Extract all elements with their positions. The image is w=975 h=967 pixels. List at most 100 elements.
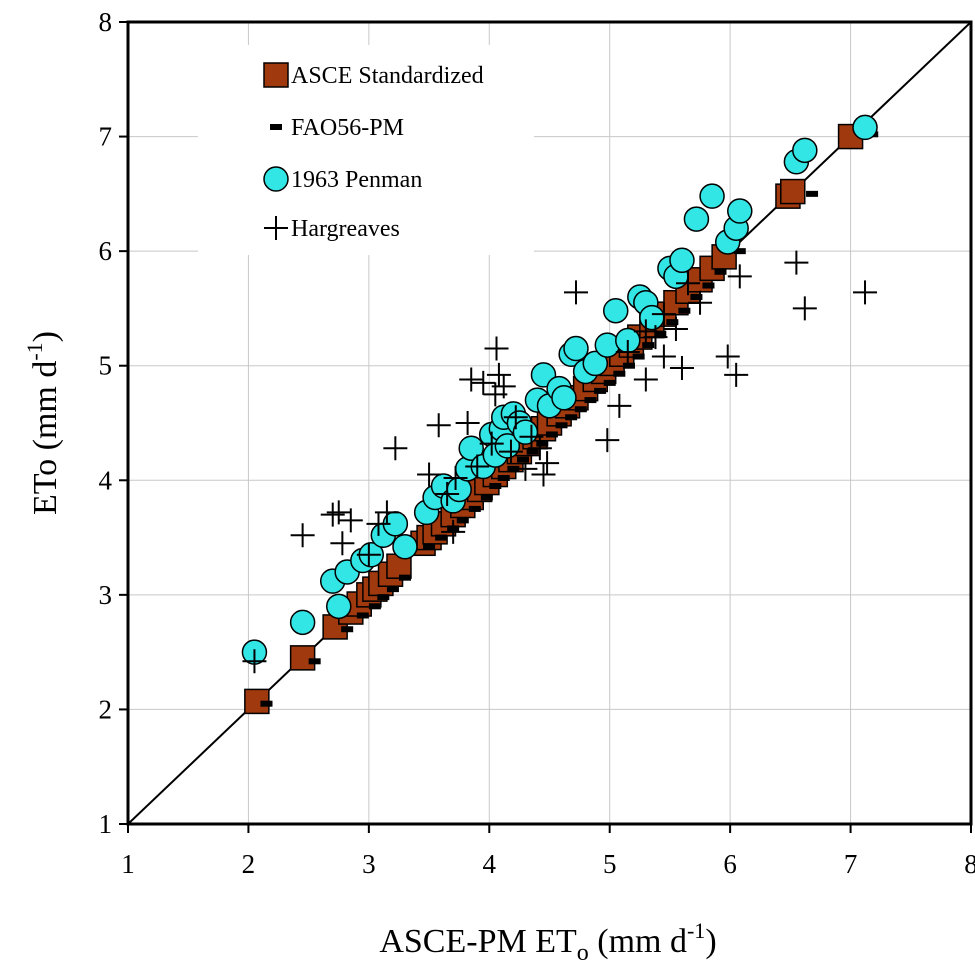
point-fao56-pm [806,190,819,197]
legend-label-fao56-pm: FAO56-PM [291,115,404,141]
x-axis-title: ASCE-PM ETo (mm d-1) [379,918,716,966]
point-fao56-pm [702,282,715,289]
y-tick-label: 4 [99,465,113,495]
point-hargreaves [669,356,694,381]
point-1963-penman [289,609,316,636]
point-fao56-pm [435,534,448,541]
point-1963-penman [699,183,725,209]
legend-marker-hargreaves [264,216,288,240]
point-1963-penman [602,297,629,324]
point-fao56-pm [368,603,381,610]
point-hargreaves [459,367,484,392]
point-fao56-pm [497,474,510,481]
legend-label-1963-penman: 1963 Penman [291,167,422,193]
point-fao56-pm [377,594,390,601]
plot-frame [126,20,973,826]
point-hargreaves [651,344,676,369]
point-fao56-pm [622,362,635,369]
point-hargreaves [356,542,381,567]
point-1963-penman [392,533,418,560]
point-fao56-pm [584,397,597,404]
point-hargreaves [338,508,363,533]
point-fao56-pm [308,658,321,665]
point-hargreaves [479,431,504,456]
point-hargreaves [417,462,442,487]
point-1963-penman [512,419,539,445]
point-hargreaves [513,456,538,481]
point-hargreaves [651,302,676,327]
point-1963-penman [326,593,352,620]
point-fao56-pm [356,612,369,619]
legend-background [198,45,534,255]
point-hargreaves [498,439,523,464]
point-fao56-pm [386,586,399,593]
point-fao56-pm [456,517,469,524]
point-fao56-pm [423,543,436,550]
point-fao56-pm [565,414,578,421]
x-tick-label: 8 [964,849,975,879]
point-fao56-pm [526,448,539,455]
point-hargreaves [383,436,408,461]
point-fao56-pm [733,248,746,255]
point-fao56-pm [341,626,354,633]
point-hargreaves [727,264,752,289]
point-hargreaves [435,482,460,507]
point-fao56-pm [594,387,607,394]
point-fao56-pm [507,465,520,472]
x-tick-label: 3 [362,849,376,879]
point-fao56-pm [260,700,273,707]
point-fao56-pm [517,456,530,463]
point-fao56-pm [574,406,587,413]
x-tick-label: 1 [121,849,135,879]
legend-label-asce-standardized: ASCE Standardized [291,63,484,89]
point-fao56-pm [690,293,703,300]
point-hargreaves [486,362,511,387]
point-fao56-pm [468,505,481,512]
point-hargreaves [426,413,451,438]
point-hargreaves [688,290,713,315]
x-tick-labels: 1 2 3 4 5 6 7 8 [121,849,975,879]
y-tick-labels: 1 2 3 4 5 6 7 8 [99,7,113,839]
point-hargreaves [563,280,588,305]
point-hargreaves [465,454,490,479]
point-asce-standardized [289,645,316,671]
point-hargreaves [242,649,267,674]
y-axis-title: ETo (mm d-1) [22,331,64,515]
point-hargreaves [784,250,809,275]
point-hargreaves [320,502,345,527]
legend: ASCE Standardized FAO56-PM 1963 Penman Harg… [198,45,534,255]
point-1963-penman [727,198,753,224]
point-hargreaves [715,344,740,369]
y-tick-label: 5 [99,351,113,381]
point-asce-standardized [780,178,806,205]
y-tick-label: 1 [99,809,113,839]
y-tick-label: 6 [99,236,113,266]
x-tick-label: 7 [844,849,858,879]
point-hargreaves [471,370,496,395]
legend-marker-1963-penman [263,166,289,192]
point-hargreaves [792,296,817,321]
point-fao56-pm [654,330,667,337]
point-fao56-pm [603,379,616,386]
point-hargreaves [491,374,516,399]
point-1963-penman [563,335,589,362]
point-fao56-pm [489,483,502,490]
point-hargreaves [675,271,700,296]
point-hargreaves [290,523,315,548]
point-fao56-pm [632,353,645,360]
data-markers [241,114,879,715]
y-tick-label: 7 [99,122,113,152]
point-hargreaves [527,436,552,461]
point-1963-penman [683,206,710,232]
point-fao56-pm [480,494,493,501]
point-1963-penman [669,247,695,274]
point-1963-penman [852,114,878,141]
point-hargreaves [443,465,468,490]
x-tick-label: 2 [242,849,256,879]
legend-marker-asce-standardized [263,62,289,88]
point-1963-penman [792,137,818,164]
x-tick-label: 6 [723,849,737,879]
y-tick-label: 8 [99,7,113,37]
point-hargreaves [455,411,480,435]
